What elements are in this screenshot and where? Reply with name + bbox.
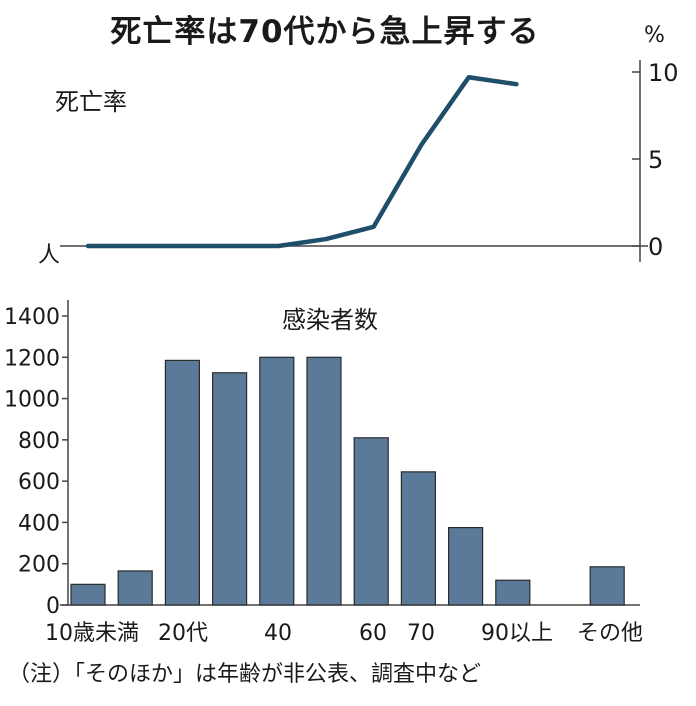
- bar-y-tick-label: 600: [18, 470, 60, 495]
- bar-y-tick-label: 400: [18, 511, 60, 536]
- footnote: （注）「そのほか」は年齢が非公表、調査中など: [8, 662, 482, 687]
- death-rate-line: [85, 74, 519, 249]
- infections-chart: 人 感染者数 0 200 400 600 800 1000 1200 1400 10歳未満 20…: [4, 243, 643, 646]
- bar-x-tick-label: 40: [264, 621, 292, 646]
- death-rate-chart: 死亡率 % 0 5 10: [55, 23, 679, 262]
- line-y-tick-label: 0: [648, 233, 663, 261]
- line-y-tick-label: 5: [648, 146, 663, 174]
- bar-y-tick-label: 1400: [4, 305, 60, 330]
- person-unit-label: 人: [38, 243, 60, 268]
- bar-x-tick-label: その他: [577, 621, 643, 646]
- bar-x-tick-label: 60: [359, 621, 387, 646]
- percent-unit-label: %: [644, 23, 665, 48]
- infection-bar: [448, 526, 484, 606]
- bar-y-tick-label: 800: [18, 429, 60, 454]
- bar-x-tick-label: 10歳未満: [45, 621, 139, 646]
- infection-bar: [212, 372, 248, 606]
- infection-bar: [400, 471, 436, 606]
- infection-bar: [259, 356, 295, 606]
- chart-title: 死亡率は70代から急上昇する: [110, 14, 540, 50]
- bar-x-tick-label: 90以上: [481, 621, 553, 646]
- bar-x-tick-label: 20代: [158, 621, 208, 646]
- infection-bar: [117, 570, 153, 606]
- infection-bar: [70, 583, 106, 606]
- infection-bar: [306, 356, 342, 606]
- infection-bar: [589, 566, 625, 606]
- bar-x-tick-label: 70: [407, 621, 435, 646]
- infection-bar: [164, 359, 200, 606]
- bar-y-tick-label: 1000: [4, 388, 60, 413]
- infection-bar: [495, 579, 531, 606]
- bar-y-tick-label: 200: [18, 553, 60, 578]
- infections-label: 感染者数: [282, 306, 378, 334]
- death-rate-label: 死亡率: [55, 88, 127, 116]
- infection-bar: [353, 437, 389, 606]
- line-y-tick-label: 10: [648, 59, 679, 87]
- bar-y-tick-label: 0: [46, 594, 60, 619]
- bar-y-tick-label: 1200: [4, 346, 60, 371]
